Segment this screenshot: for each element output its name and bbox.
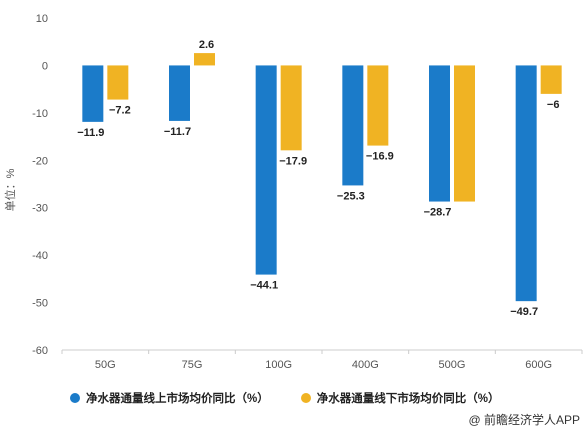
- data-label: 2.6: [199, 39, 214, 51]
- legend-item-online: 净水器通量线上市场均价同比（%）: [70, 390, 269, 406]
- x-tick-label: 75G: [182, 359, 203, 371]
- x-tick-label: 100G: [265, 359, 292, 371]
- data-label: −7.2: [109, 105, 131, 117]
- data-label: −11.9: [77, 127, 104, 139]
- data-label: −17.9: [279, 155, 307, 167]
- data-label: −16.9: [366, 151, 394, 163]
- y-tick-label: -60: [32, 345, 48, 357]
- bar-offline: [107, 65, 129, 100]
- data-label: −25.3: [337, 190, 365, 202]
- x-tick-label: 500G: [439, 359, 466, 371]
- bar-offline: [454, 65, 475, 202]
- source-credit: @ 前瞻经济学人APP: [468, 413, 580, 427]
- bar-online: [342, 65, 364, 186]
- data-label: −28.7: [424, 207, 452, 219]
- y-tick-label: 10: [36, 13, 48, 25]
- legend-item-offline: 净水器通量线下市场均价同比（%）: [300, 390, 500, 406]
- legend-swatch-offline: [300, 393, 311, 403]
- bar-online: [82, 65, 104, 122]
- y-tick-label: -50: [32, 298, 48, 310]
- bar-offline: [280, 65, 302, 151]
- data-label: −6: [547, 99, 560, 111]
- bars: [82, 53, 562, 302]
- y-tick-label: -10: [32, 108, 48, 120]
- y-tick-label: -30: [32, 203, 48, 215]
- y-tick-label: -20: [32, 155, 48, 167]
- y-axis-label: 单位：%: [3, 168, 17, 211]
- bar-online: [255, 65, 277, 275]
- data-label: −44.1: [250, 280, 278, 292]
- bar-offline: [540, 65, 562, 94]
- bar-offline: [367, 65, 389, 146]
- y-tick-label: -40: [32, 250, 48, 262]
- bar-online: [429, 65, 450, 202]
- legend: 净水器通量线上市场均价同比（%） 净水器通量线下市场均价同比（%）: [70, 390, 499, 406]
- legend-swatch-online: [70, 393, 80, 403]
- legend-label-online: 净水器通量线上市场均价同比（%）: [86, 393, 269, 405]
- bar-offline: [194, 53, 215, 66]
- data-label: −49.7: [510, 306, 538, 318]
- bar-online: [515, 65, 537, 302]
- x-tick-label: 600G: [525, 359, 552, 371]
- data-labels: −11.9 −7.2 −11.7 2.6 −44.1 −17.9 −25.3 −16.9 −28…: [77, 39, 559, 318]
- data-label: −11.7: [164, 126, 191, 138]
- legend-label-offline: 净水器通量线下市场均价同比（%）: [316, 393, 500, 405]
- axes: 10 0 -10 -20 -30 -40 -50 -60 50G 75G 100G 400G 500G 6…: [32, 13, 583, 371]
- y-tick-label: 0: [42, 60, 48, 72]
- x-tick-label: 400G: [352, 359, 379, 371]
- bar-online: [169, 65, 190, 121]
- x-tick-label: 50G: [95, 359, 116, 371]
